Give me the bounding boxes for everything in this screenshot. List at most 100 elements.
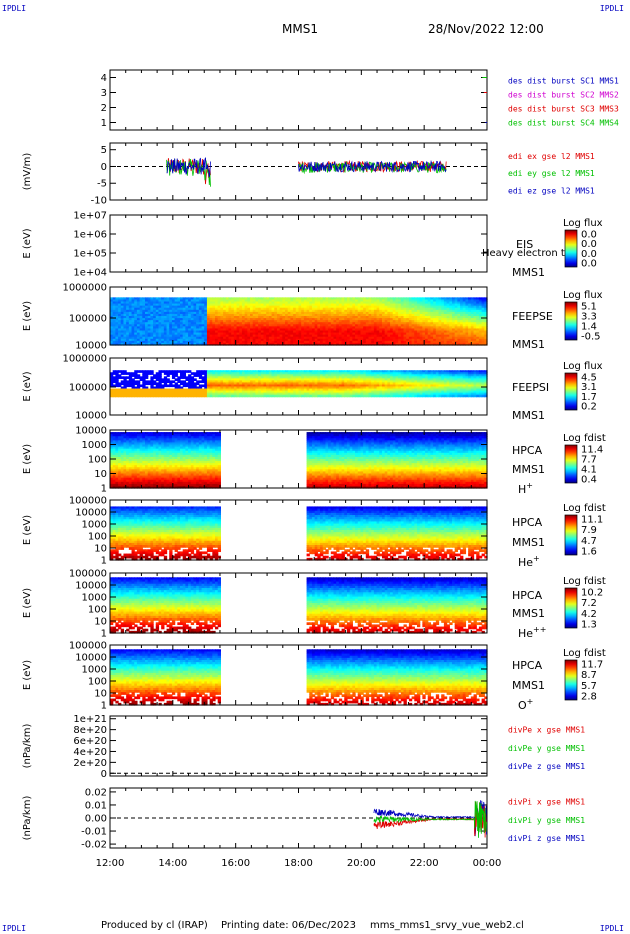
colorbar-tick-label: 0.0 (581, 239, 597, 250)
panel-frame (109, 69, 488, 131)
legend-entry: des dist burst SC4 MMS4 (508, 118, 619, 127)
legend-entry: divPe y gse MMS1 (508, 744, 585, 753)
y-tick-label: 100000 (69, 314, 107, 325)
y-tick-label: 8e+20 (73, 725, 107, 736)
y-axis-label: E (eV) (22, 588, 33, 618)
y-tick-label: -5 (97, 179, 107, 190)
y-tick-label: 0.01 (85, 800, 107, 811)
y-tick-label: 100 (88, 455, 107, 466)
corner-label-top-right: IPDLI (599, 4, 624, 13)
legend-entry: divPi y gse MMS1 (508, 816, 585, 825)
y-tick-label: -0.01 (81, 827, 107, 838)
y-tick-label: 1e+07 (73, 211, 107, 222)
legend-entry: edi ez gse l2 MMS1 (508, 187, 595, 196)
colorbar-tick-label: -0.5 (581, 332, 601, 343)
legend-entry: des dist burst SC2 MMS2 (508, 90, 619, 99)
y-tick-label: 1 (101, 629, 107, 640)
spacecraft-label: MMS1 (512, 463, 545, 476)
y-tick-label: 100 (88, 677, 107, 688)
x-tick-label: 22:00 (410, 858, 439, 869)
y-tick-label: 2 (101, 103, 107, 114)
header-datetime: 28/Nov/2022 12:00 (428, 22, 544, 36)
legend-entry: edi ey gse l2 MMS1 (508, 169, 595, 178)
instrument-label: EIS (516, 238, 533, 251)
colorbar-tick-label: 1.6 (581, 547, 597, 558)
y-tick-label: 10 (94, 469, 107, 480)
instrument-label: HPCA (512, 516, 543, 529)
instrument-label: HPCA (512, 659, 543, 672)
y-tick-label: 10 (94, 617, 107, 628)
y-axis-label: E (eV) (22, 660, 33, 690)
y-tick-label: 5 (101, 145, 107, 156)
colorbar-tick-label: 1.4 (581, 322, 597, 333)
y-tick-label: 1000 (82, 440, 107, 451)
page-title: MMS1 (282, 22, 318, 36)
footer-produced-by: Produced by cl (IRAP) (101, 920, 208, 931)
panel-frame (109, 214, 488, 273)
colorbar (564, 514, 578, 556)
e-field-trace (298, 159, 447, 173)
instrument-label: FEEPSI (512, 381, 549, 394)
colorbar-tick-label: 11.4 (581, 445, 603, 456)
colorbar-tick-label: 2.8 (581, 692, 597, 703)
colorbar-title: Log fdist (563, 576, 606, 587)
colorbar-tick-label: 0.0 (581, 249, 597, 260)
colorbar-title: Log flux (563, 218, 603, 229)
colorbar-tick-label: 11.7 (581, 660, 603, 671)
colorbar-tick-label: 3.1 (581, 382, 597, 393)
colorbar-tick-label: 0.2 (581, 402, 597, 413)
y-tick-label: -0.02 (81, 840, 107, 851)
y-tick-label: 10000 (75, 411, 107, 422)
colorbar (564, 587, 578, 629)
species-label: H+ (518, 481, 533, 496)
y-tick-label: 10000 (75, 341, 107, 352)
legend-entry: divPi z gse MMS1 (508, 834, 585, 843)
spacecraft-label: MMS1 (512, 536, 545, 549)
species-charge: + (527, 697, 534, 706)
y-axis-label: E (eV) (22, 515, 33, 545)
x-tick-label: 18:00 (284, 858, 313, 869)
colorbar-tick-label: 1.3 (581, 620, 597, 631)
y-tick-label: 1000000 (62, 354, 107, 365)
y-tick-label: 0 (101, 769, 107, 780)
colorbar-tick-label: 11.1 (581, 515, 603, 526)
legend-entry: divPe z gse MMS1 (508, 762, 585, 771)
species-label: He+ (518, 554, 540, 569)
y-tick-label: 0.02 (85, 787, 107, 798)
y-tick-label: 1000000 (62, 283, 107, 294)
y-tick-label: 2e+20 (73, 758, 107, 769)
y-tick-label: 100 (88, 605, 107, 616)
spectrogram (110, 649, 488, 706)
y-axis-label: E (eV) (22, 371, 33, 401)
y-tick-label: 4e+20 (73, 747, 107, 758)
colorbar-tick-label: 0.0 (581, 230, 597, 241)
colorbar-title: Log fdist (563, 433, 606, 444)
legend-entry: des dist burst SC3 MMS3 (508, 104, 619, 113)
colorbar (564, 659, 578, 701)
spectrogram (110, 577, 488, 634)
y-axis-label: (nPa/km) (22, 724, 33, 769)
spacecraft-label: MMS1 (512, 409, 545, 422)
colorbar-tick-label: 8.7 (581, 670, 597, 681)
colorbar-tick-label: 4.5 (581, 373, 597, 384)
legend-entry: des dist burst SC1 MMS1 (508, 76, 619, 85)
colorbar-title: Log flux (563, 290, 603, 301)
y-axis-label: (nPa/km) (22, 796, 33, 841)
x-tick-label: 16:00 (221, 858, 250, 869)
colorbar-tick-label: 7.2 (581, 598, 597, 609)
spectrogram (110, 297, 488, 346)
legend-entry: edi ex gse l2 MMS1 (508, 152, 595, 161)
colorbar-tick-label: 7.7 (581, 455, 597, 466)
y-tick-label: 1000 (82, 593, 107, 604)
divpi-trace (373, 800, 487, 838)
y-tick-label: 1e+06 (73, 230, 107, 241)
y-tick-label: 3 (101, 88, 107, 99)
colorbar (564, 301, 578, 341)
y-tick-label: 100000 (69, 641, 107, 652)
y-tick-label: 1 (101, 118, 107, 129)
legend-entry: divPe x gse MMS1 (508, 726, 585, 735)
colorbar-tick-label: 0.0 (581, 259, 597, 270)
instrument-label: HPCA (512, 444, 543, 457)
y-tick-label: 1e+05 (73, 249, 107, 260)
colorbar-tick-label: 4.1 (581, 465, 597, 476)
